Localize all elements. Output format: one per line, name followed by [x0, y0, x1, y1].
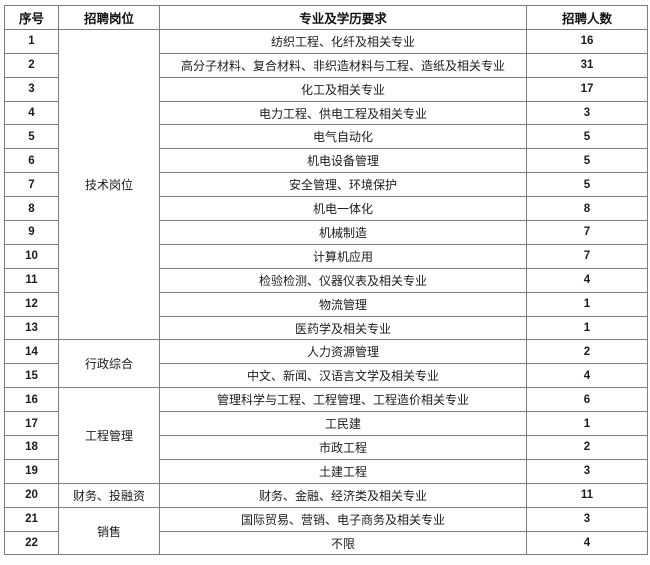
table-row: 3 化工及相关专业 17 — [4, 76, 648, 102]
serial-number-cell: 9 — [4, 220, 59, 245]
headcount-cell: 7 — [526, 243, 648, 269]
table-row: 16 工程管理 管理科学与工程、工程管理、工程造价相关专业 6 — [4, 387, 648, 484]
table-row: 11 检验检测、仪器仪表及相关专业 4 — [4, 267, 648, 293]
recruitment-table: 序号 招聘岗位 专业及学历要求 招聘人数 1 技术岗位 纺织工程、化纤及相关专业 16… — [4, 5, 648, 556]
headcount-cell: 6 — [526, 387, 648, 413]
serial-number-cell: 3 — [4, 76, 59, 102]
headcount-cell: 31 — [526, 52, 648, 78]
position-cell: 技术岗位 — [58, 28, 160, 341]
headcount-cell: 4 — [526, 363, 648, 389]
table-row: 22 不限 4 — [4, 530, 648, 556]
serial-number-cell: 7 — [4, 172, 59, 198]
major-requirement-cell: 机械制造 — [159, 220, 527, 245]
major-requirement-cell: 国际贸易、营销、电子商务及相关专业 — [159, 506, 527, 532]
table-row: 6 机电设备管理 5 — [4, 148, 648, 174]
major-requirement-cell: 机电设备管理 — [159, 148, 527, 174]
header-major-requirements: 专业及学历要求 — [159, 5, 527, 30]
header-headcount: 招聘人数 — [526, 5, 648, 30]
major-requirement-cell: 纺织工程、化纤及相关专业 — [159, 28, 527, 54]
table-row: 7 安全管理、环境保护 5 — [4, 172, 648, 198]
serial-number-cell: 8 — [4, 196, 59, 222]
serial-number-cell: 2 — [4, 52, 59, 78]
serial-number-cell: 1 — [4, 28, 59, 54]
headcount-cell: 3 — [526, 506, 648, 532]
table-row: 5 电气自动化 5 — [4, 124, 648, 150]
headcount-cell: 3 — [526, 458, 648, 484]
serial-number-cell: 14 — [4, 339, 59, 365]
table-body: 1 技术岗位 纺织工程、化纤及相关专业 16 2 高分子材料、复合材料、非织造材料与工程、… — [4, 28, 648, 556]
headcount-cell: 2 — [526, 339, 648, 365]
headcount-cell: 5 — [526, 148, 648, 174]
header-position: 招聘岗位 — [58, 5, 160, 30]
serial-number-cell: 20 — [4, 482, 59, 508]
headcount-cell: 4 — [526, 267, 648, 293]
serial-number-cell: 12 — [4, 291, 59, 317]
serial-number-cell: 18 — [4, 435, 59, 460]
headcount-cell: 1 — [526, 291, 648, 317]
table-row: 9 机械制造 7 — [4, 220, 648, 245]
major-requirement-cell: 化工及相关专业 — [159, 76, 527, 102]
headcount-cell: 2 — [526, 435, 648, 460]
position-cell: 财务、投融资 — [58, 482, 160, 508]
table-row: 21 销售 国际贸易、营销、电子商务及相关专业 3 — [4, 506, 648, 556]
serial-number-cell: 5 — [4, 124, 59, 150]
major-requirement-cell: 不限 — [159, 530, 527, 556]
serial-number-cell: 11 — [4, 267, 59, 293]
table-row: 12 物流管理 1 — [4, 291, 648, 317]
major-requirement-cell: 电力工程、供电工程及相关专业 — [159, 100, 527, 126]
header-serial-number: 序号 — [4, 5, 59, 30]
headcount-cell: 4 — [526, 530, 648, 556]
serial-number-cell: 19 — [4, 458, 59, 484]
major-requirement-cell: 人力资源管理 — [159, 339, 527, 365]
major-requirement-cell: 医药学及相关专业 — [159, 315, 527, 341]
serial-number-cell: 17 — [4, 411, 59, 437]
serial-number-cell: 21 — [4, 506, 59, 532]
table-row: 10 计算机应用 7 — [4, 243, 648, 269]
headcount-cell: 8 — [526, 196, 648, 222]
table-row: 18 市政工程 2 — [4, 435, 648, 460]
major-requirement-cell: 工民建 — [159, 411, 527, 437]
headcount-cell: 1 — [526, 315, 648, 341]
major-requirement-cell: 管理科学与工程、工程管理、工程造价相关专业 — [159, 387, 527, 413]
serial-number-cell: 4 — [4, 100, 59, 126]
header-row: 序号 招聘岗位 专业及学历要求 招聘人数 — [4, 5, 648, 30]
headcount-cell: 5 — [526, 172, 648, 198]
table-row: 20 财务、投融资 财务、金融、经济类及相关专业 11 — [4, 482, 648, 508]
major-requirement-cell: 安全管理、环境保护 — [159, 172, 527, 198]
major-requirement-cell: 中文、新闻、汉语言文学及相关专业 — [159, 363, 527, 389]
headcount-cell: 1 — [526, 411, 648, 437]
major-requirement-cell: 市政工程 — [159, 435, 527, 460]
major-requirement-cell: 电气自动化 — [159, 124, 527, 150]
serial-number-cell: 13 — [4, 315, 59, 341]
major-requirement-cell: 土建工程 — [159, 458, 527, 484]
serial-number-cell: 6 — [4, 148, 59, 174]
table-header: 序号 招聘岗位 专业及学历要求 招聘人数 — [4, 5, 648, 30]
major-requirement-cell: 机电一体化 — [159, 196, 527, 222]
serial-number-cell: 22 — [4, 530, 59, 556]
headcount-cell: 17 — [526, 76, 648, 102]
serial-number-cell: 10 — [4, 243, 59, 269]
table-row: 1 技术岗位 纺织工程、化纤及相关专业 16 — [4, 28, 648, 341]
position-cell: 销售 — [58, 506, 160, 556]
table-row: 8 机电一体化 8 — [4, 196, 648, 222]
headcount-cell: 5 — [526, 124, 648, 150]
headcount-cell: 3 — [526, 100, 648, 126]
major-requirement-cell: 高分子材料、复合材料、非织造材料与工程、造纸及相关专业 — [159, 52, 527, 78]
headcount-cell: 11 — [526, 482, 648, 508]
position-cell: 行政综合 — [58, 339, 160, 389]
major-requirement-cell: 物流管理 — [159, 291, 527, 317]
serial-number-cell: 16 — [4, 387, 59, 413]
table-row: 19 土建工程 3 — [4, 458, 648, 484]
table-row: 14 行政综合 人力资源管理 2 — [4, 339, 648, 389]
major-requirement-cell: 计算机应用 — [159, 243, 527, 269]
position-cell: 工程管理 — [58, 387, 160, 484]
major-requirement-cell: 检验检测、仪器仪表及相关专业 — [159, 267, 527, 293]
headcount-cell: 7 — [526, 220, 648, 245]
headcount-cell: 16 — [526, 28, 648, 54]
major-requirement-cell: 财务、金融、经济类及相关专业 — [159, 482, 527, 508]
serial-number-cell: 15 — [4, 363, 59, 389]
